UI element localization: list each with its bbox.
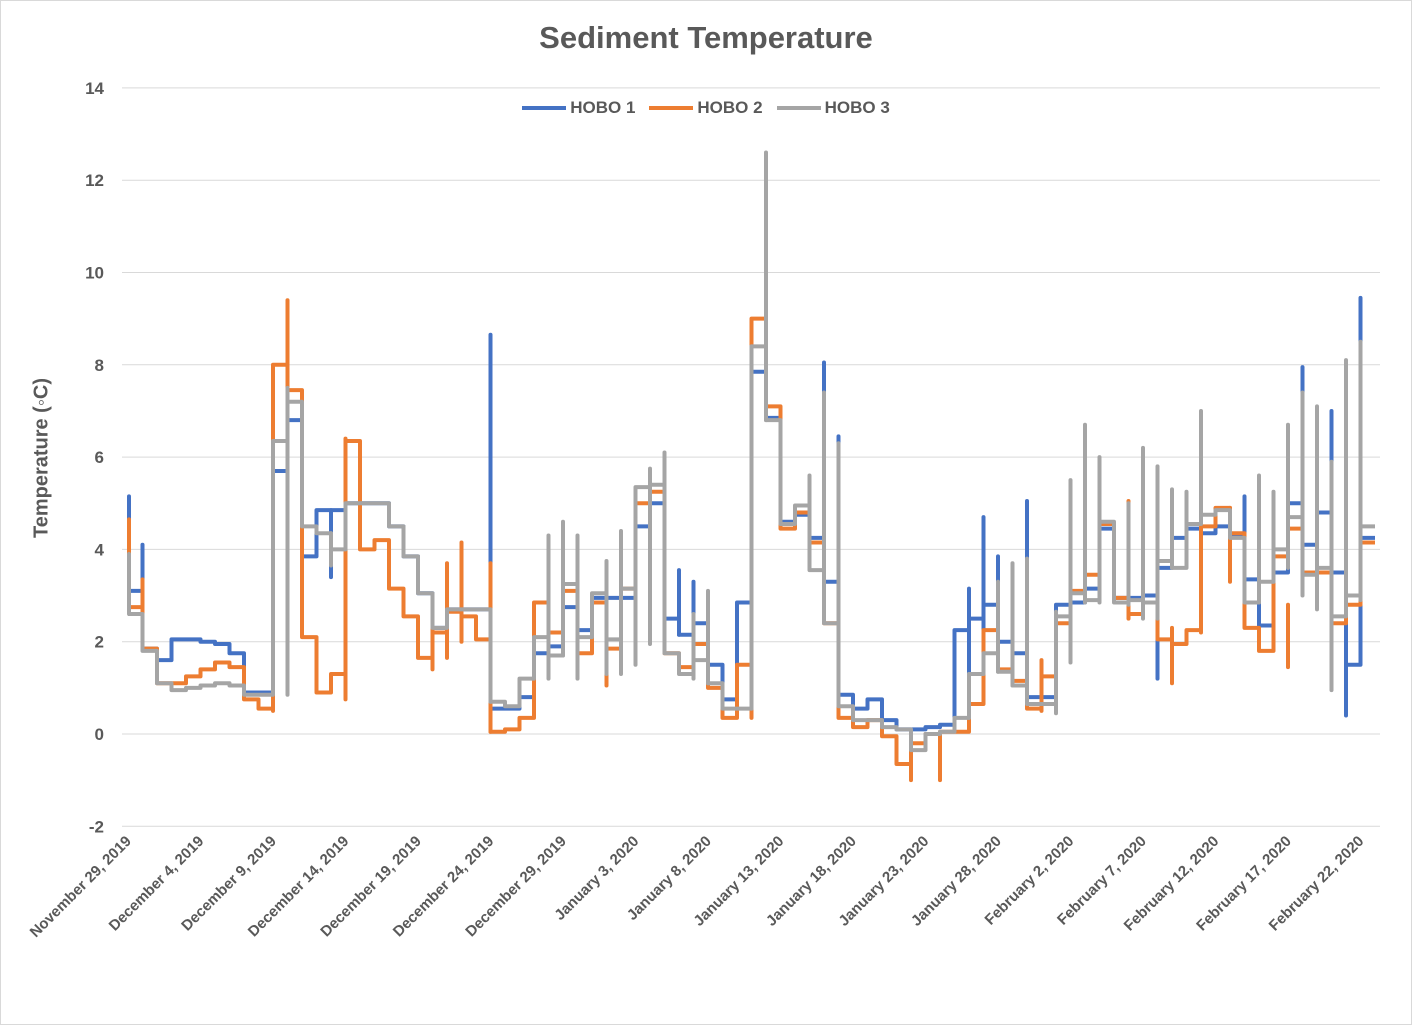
y-tick-label: 14	[85, 79, 104, 98]
legend-item-hobo-2: HOBO 2	[649, 98, 763, 118]
legend-item-hobo-1: HOBO 1	[522, 98, 635, 118]
legend-swatch	[522, 106, 567, 110]
y-tick-label: -2	[89, 817, 104, 836]
y-tick-label: 10	[85, 264, 104, 283]
y-tick-label: 12	[85, 171, 104, 190]
legend-swatch	[776, 106, 821, 110]
y-tick-label: 0	[95, 725, 104, 744]
y-tick-label: 2	[95, 633, 104, 652]
legend-label: HOBO 3	[824, 98, 890, 117]
legend: HOBO 1 HOBO 2 HOBO 3	[0, 98, 1412, 118]
legend-label: HOBO 1	[570, 98, 636, 117]
y-tick-label: 6	[95, 448, 104, 467]
y-tick-label: 8	[95, 356, 104, 375]
legend-swatch	[649, 106, 694, 110]
legend-label: HOBO 2	[697, 98, 763, 117]
legend-item-hobo-3: HOBO 3	[776, 98, 890, 118]
y-tick-label: 4	[95, 540, 105, 559]
chart-title: Sediment Temperature	[539, 20, 873, 55]
